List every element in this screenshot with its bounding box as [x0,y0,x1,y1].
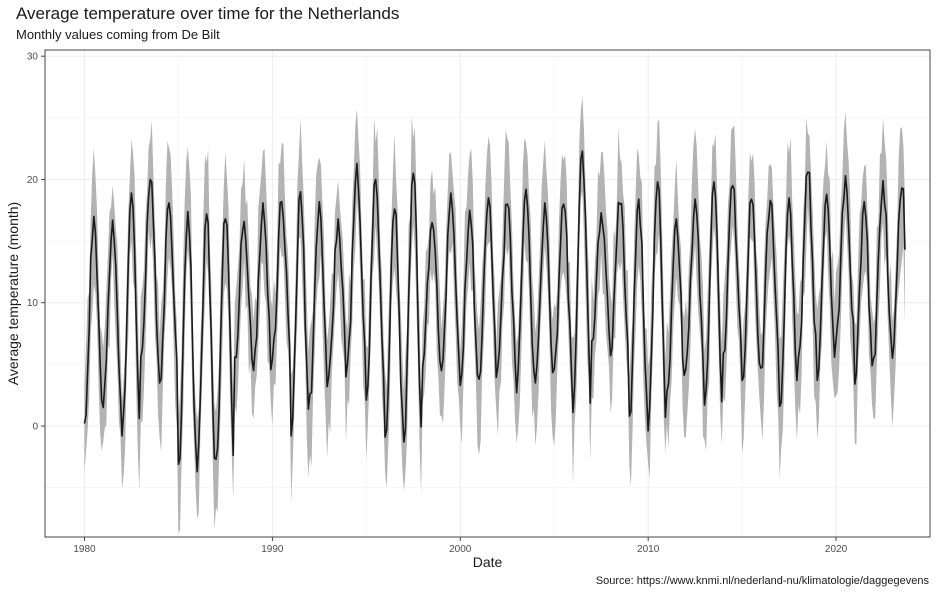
x-axis-title: Date [473,554,503,570]
x-tick-label: 2020 [825,544,848,555]
temperature-line [83,150,906,473]
y-tick-label: 20 [27,175,39,186]
y-tick-label: 30 [27,52,39,63]
panel-border [44,49,931,538]
y-tick-label: 10 [27,298,39,309]
chart-title: Average temperature over time for the Ne… [16,4,400,23]
y-axis: 0 10 20 30 [27,52,45,433]
y-axis-title: Average temperature (month) [5,202,21,385]
y-tick-label: 0 [32,422,38,433]
x-tick-label: 2010 [637,544,660,555]
x-tick-label: 1980 [73,544,96,555]
chart-subtitle: Monthly values coming from De Bilt [16,27,220,42]
x-tick-label: 1990 [261,544,284,555]
x-tick-label: 2000 [449,544,472,555]
x-axis: 1980 1990 2000 2010 2020 [73,537,848,555]
source-caption: Source: https://www.knmi.nl/nederland-nu… [595,575,929,587]
